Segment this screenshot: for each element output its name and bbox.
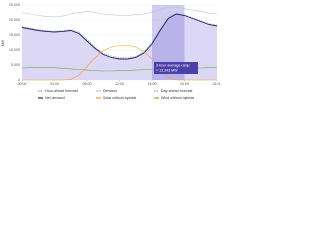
- legend-label: Hour-ahead forecast: [45, 89, 78, 93]
- y-tick-label: 15,000: [9, 33, 20, 37]
- x-tick-label: 16:00: [148, 82, 157, 86]
- annotation-text: 3-hour average ramp: [156, 63, 190, 67]
- x-tick-label: 12:00: [115, 82, 124, 86]
- y-tick-label: 5,000: [11, 63, 20, 67]
- series-line: [22, 45, 217, 81]
- legend-label: Demand: [103, 89, 117, 93]
- y-tick-label: 0: [18, 78, 20, 82]
- y-tick-label: 25,000: [9, 3, 20, 7]
- x-tick-label: 04:00: [50, 82, 59, 86]
- annotation-text: = 13,343 MW: [156, 68, 178, 72]
- x-tick-label: 00:00: [18, 82, 27, 86]
- x-tick-label: 08:00: [83, 82, 92, 86]
- legend-label: Wind without hybrids: [161, 96, 194, 100]
- chart: MW 0 5,000 10,000 15,000 20,000 25,000 00:00 04…: [1, 3, 222, 100]
- series-line: [21, 13, 218, 60]
- y-tick-label: 10,000: [9, 48, 20, 52]
- y-axis-label: MW: [1, 39, 5, 46]
- annotation-box: [154, 62, 198, 74]
- x-tick-label: 20:00: [180, 82, 189, 86]
- x-tick-label: 24:00: [213, 82, 221, 86]
- legend-label: Day-ahead forecast: [161, 89, 192, 93]
- legend-label: Net demand: [45, 96, 65, 100]
- y-tick-label: 20,000: [9, 18, 20, 22]
- legend-label: Solar without hybrids: [103, 96, 137, 100]
- series-line: [21, 12, 218, 59]
- series-line: [21, 6, 218, 18]
